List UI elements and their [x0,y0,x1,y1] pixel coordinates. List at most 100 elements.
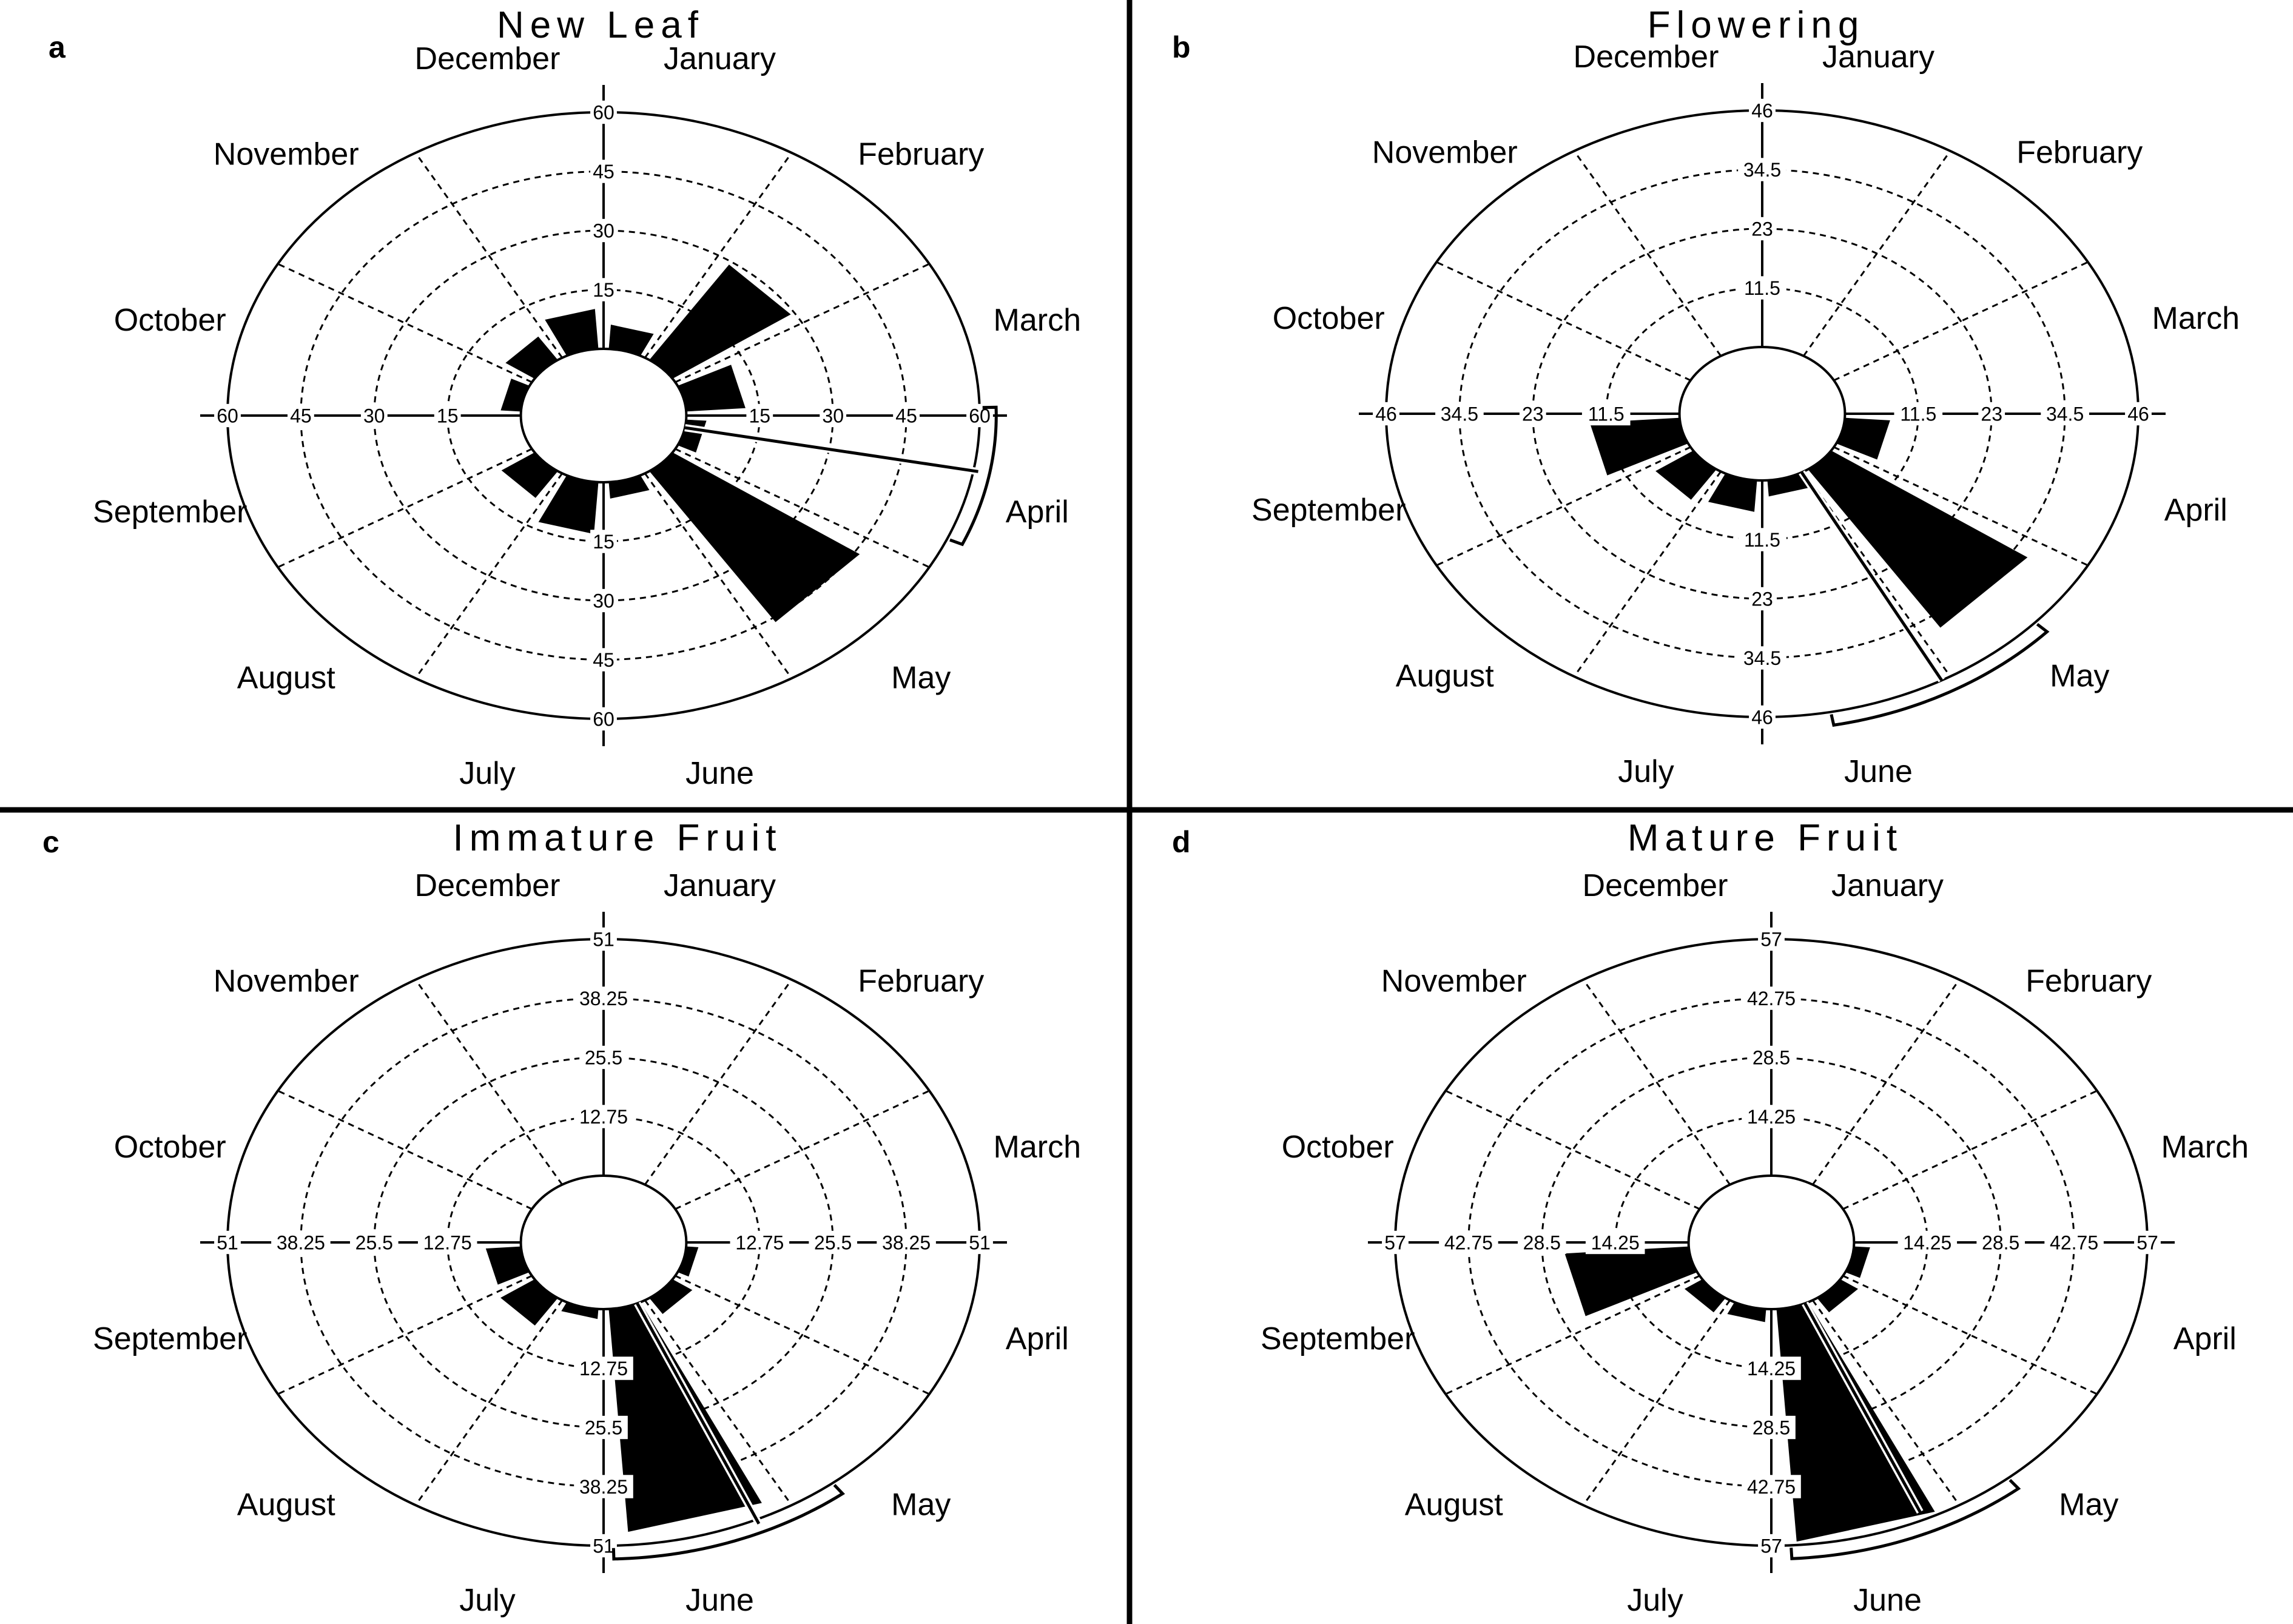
month-label-may: May [2059,1487,2118,1522]
tick-label-bg [1747,1045,1796,1070]
grid-spoke [277,1275,533,1395]
month-label-july: July [459,756,515,791]
tick-label: 25.5 [585,1047,622,1069]
month-label-february: February [2025,964,2152,999]
grid-spoke [1573,150,1722,357]
tick-label-bg [1519,402,1546,426]
tick-label-bg [1738,646,1786,670]
tick-label: 12.75 [579,1358,628,1380]
tick-label: 45 [593,161,614,183]
tick-label-bg [1742,1105,1801,1128]
tick-label: 15 [593,531,614,553]
grid-spoke [644,473,793,679]
month-label-august: August [1405,1487,1503,1522]
tick-label: 45 [593,649,614,671]
grid-spoke [1582,979,1731,1185]
panel-c-chart: 12.75 12.75 12.75 12.75 25.5 25.5 25.5 25.5 38.2… [93,868,1081,1618]
panel-d-chart: 14.25 14.25 14.25 14.25 28.5 28.5 28.5 28.5 42.7… [1261,868,2249,1618]
tick-label-bg [1742,1356,1801,1380]
panel-c-letter: c [42,825,59,859]
grid-spoke [1802,150,1951,357]
tick-label: 30 [593,220,614,242]
grid-spoke [1802,471,1951,677]
tick-label-bg [1758,927,1785,951]
month-label-april: April [2164,493,2227,528]
tick-label: 38.25 [277,1232,325,1254]
tick-label-bg [579,1045,628,1070]
mean-vector [1803,1302,1922,1513]
tick-label: 30 [363,405,385,427]
tick-label-bg [1976,1230,2025,1255]
month-label-february: February [858,964,984,999]
tick-label: 51 [593,1535,614,1557]
panel-d: d Mature Fruit 14.25 14.25 14.25 14.25 28.5 2… [1172,817,2249,1618]
tick-label-bg [590,278,617,302]
month-label-october: October [114,303,226,338]
center-hub [519,1174,688,1310]
tick-label-bg [966,1230,993,1255]
grid-spoke [414,1299,564,1506]
month-label-august: August [1396,658,1494,693]
tick-label-bg [1742,986,1801,1010]
tick-label: 46 [1375,403,1397,425]
tick-label-bg [214,1230,241,1255]
tick-label: 46 [1751,100,1773,122]
tick-label-bg [1749,98,1776,123]
tick-label: 60 [593,709,614,730]
grid-spoke [1436,446,1691,567]
month-label-september: September [93,1321,247,1356]
tick-label: 15 [749,405,771,427]
month-label-june: June [685,756,754,791]
tick-label: 23 [1751,218,1773,240]
tick-label: 42.75 [1747,988,1796,1009]
tick-label-bg [590,588,617,613]
month-label-may: May [2050,658,2109,693]
month-label-september: September [1251,493,1406,528]
month-label-november: November [1372,135,1518,170]
tick-label-bg [1373,402,1399,426]
panel-c: c Immature Fruit 12.75 12.75 12.75 12.75 25.… [42,817,1081,1618]
tick-label-bg [1585,1230,1645,1255]
tick-label: 23 [1751,588,1773,610]
tick-label-bg [1439,1230,1498,1255]
tick-label: 57 [2136,1232,2158,1254]
tick-label-bg [1749,217,1776,241]
panel-a-title: New Leaf [497,4,704,46]
tick-label: 14.25 [1591,1232,1640,1254]
tick-label-bg [2125,402,2152,426]
grid-spoke [414,979,564,1185]
grid-spoke [675,448,930,568]
grid-spoke [414,152,564,359]
tick-label-bg [349,1230,399,1255]
tick-label-bg [1897,1230,1958,1255]
tick-label: 11.5 [1744,529,1780,551]
month-label-october: October [1282,1130,1394,1165]
grid-spoke [277,1090,533,1210]
tick-label: 45 [895,405,917,427]
month-label-march: March [994,303,1081,338]
tick-label: 34.5 [1441,403,1478,425]
panel-d-letter: d [1172,825,1191,859]
tick-label: 28.5 [1523,1232,1561,1254]
month-label-april: April [2173,1321,2237,1356]
month-label-december: December [1583,868,1728,903]
tick-label: 15 [593,279,614,301]
tick-label: 11.5 [1588,403,1625,425]
panel-c-title: Immature Fruit [453,817,782,859]
month-label-july: July [1618,754,1674,789]
tick-label-bg [590,927,617,951]
tick-label: 23 [1522,403,1544,425]
month-label-november: November [214,964,359,999]
tick-label-bg [574,1356,633,1380]
month-label-september: September [1261,1321,1415,1356]
month-label-january: January [1831,868,1944,903]
grid-spoke [1445,1275,1700,1395]
grid-spoke [1445,1090,1700,1210]
tick-label: 28.5 [1753,1417,1790,1439]
month-label-march: March [994,1130,1081,1165]
tick-label-bg [360,403,388,428]
tick-label: 57 [1760,929,1782,951]
tick-label: 60 [593,102,614,124]
month-label-december: December [1574,39,1719,75]
month-label-april: April [1006,494,1069,530]
